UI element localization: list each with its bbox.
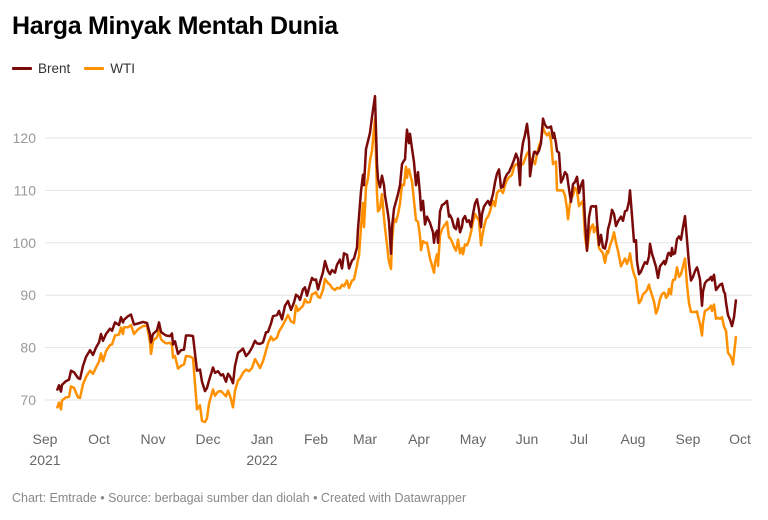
legend-swatch-wti <box>84 67 105 70</box>
x-tick-label: Dec <box>196 431 221 447</box>
x-tick-year-label: 2022 <box>246 452 277 468</box>
legend-item-wti: WTI <box>84 61 135 76</box>
series-line-wti <box>55 117 738 424</box>
legend: Brent WTI <box>12 61 149 76</box>
x-tick-label: Jan <box>251 431 274 447</box>
y-tick-label: 80 <box>20 340 36 356</box>
x-tick-label: Nov <box>141 431 166 447</box>
x-tick-year-label: 2021 <box>29 452 60 468</box>
legend-label-wti: WTI <box>110 61 136 76</box>
legend-item-brent: Brent <box>12 61 70 76</box>
chart-title: Harga Minyak Mentah Dunia <box>12 12 338 40</box>
y-tick-label: 100 <box>13 235 37 251</box>
y-tick-label: 90 <box>20 287 36 303</box>
x-tick-label: Sep <box>676 431 701 447</box>
x-tick-label: Aug <box>621 431 646 447</box>
x-axis-ticks: Sep 2021 Oct Nov Dec Jan 2022 Feb Mar Apr May Jun Ju… <box>29 431 751 468</box>
series-line-brent <box>55 94 738 393</box>
x-tick-label: Jun <box>516 431 539 447</box>
chart-footer: Chart: Emtrade • Source: berbagai sumber… <box>12 491 467 505</box>
x-tick-label: Mar <box>353 431 377 447</box>
x-tick-label: Sep <box>33 431 58 447</box>
x-tick-label: Feb <box>304 431 328 447</box>
y-tick-label: 120 <box>13 130 37 146</box>
x-tick-label: Apr <box>408 431 430 447</box>
series-lines <box>55 94 738 424</box>
y-tick-label: 110 <box>14 182 37 198</box>
x-tick-label: Jul <box>570 431 588 447</box>
y-tick-label: 70 <box>20 392 36 408</box>
y-axis-ticks: 70 80 90 100 110 120 <box>13 130 37 408</box>
legend-label-brent: Brent <box>38 61 71 76</box>
legend-swatch-brent <box>12 67 32 70</box>
x-tick-label: May <box>460 431 486 447</box>
x-tick-label: Oct <box>88 431 110 447</box>
gridlines <box>45 137 752 401</box>
x-tick-label: Oct <box>729 431 751 447</box>
